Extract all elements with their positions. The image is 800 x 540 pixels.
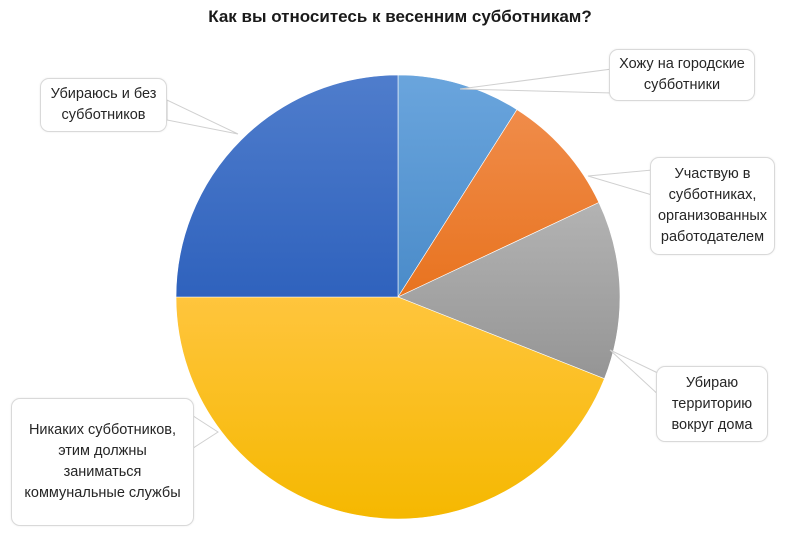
callout-label: Никаких субботников, этим должны занимат… <box>24 422 181 501</box>
slice-self <box>175 74 399 298</box>
slice-none <box>175 296 605 520</box>
callout-label: Убираюсь и без субботников <box>50 86 157 123</box>
chart-title: Как вы относитесь к весенним субботникам… <box>208 7 592 26</box>
callout-home-territory: Убираю территорию вокруг дома <box>656 366 768 442</box>
callout-label: Участвую в субботниках, организованных р… <box>657 166 768 245</box>
callout-label: Хожу на городские субботники <box>619 56 745 93</box>
callout-clean-anyway: Убираюсь и без субботников <box>40 78 167 132</box>
callout-employer-cleanups: Участвую в субботниках, организованных р… <box>650 157 775 255</box>
callout-label: Убираю территорию вокруг дома <box>671 374 753 433</box>
slice-employer <box>397 109 600 298</box>
leader-lines <box>166 68 663 453</box>
slice-city <box>397 74 518 299</box>
callout-no-cleanups: Никаких субботников, этим должны занимат… <box>11 398 194 526</box>
callout-city-cleanups: Хожу на городские субботники <box>609 49 755 101</box>
slice-home <box>397 202 621 380</box>
